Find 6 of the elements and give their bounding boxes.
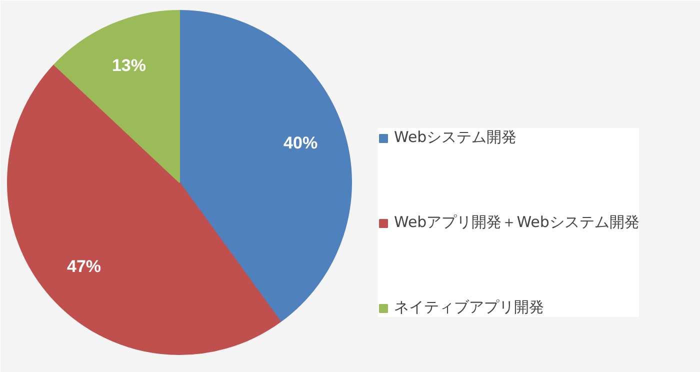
data-label: 47% bbox=[67, 257, 102, 276]
legend-label: Webアプリ開発＋Webシステム開発 bbox=[394, 213, 640, 232]
legend-label: ネイティブアプリ開発 bbox=[394, 298, 544, 317]
legend-label: Webシステム開発 bbox=[394, 128, 517, 147]
data-label: 40% bbox=[284, 134, 318, 153]
data-label: 13% bbox=[112, 56, 146, 76]
